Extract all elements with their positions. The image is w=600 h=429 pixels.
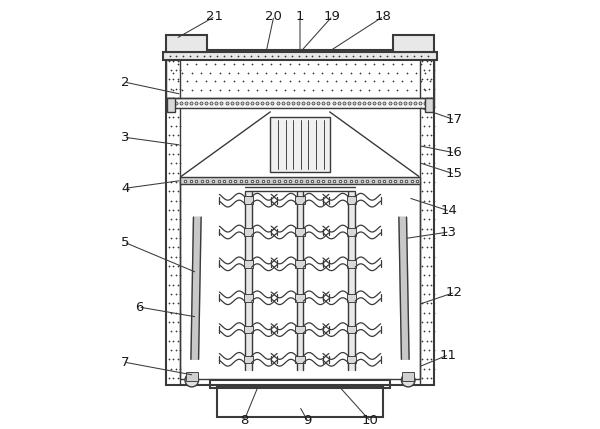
Text: 9: 9 xyxy=(304,414,312,427)
Bar xyxy=(244,228,253,236)
Bar xyxy=(347,260,356,268)
Text: 13: 13 xyxy=(440,226,457,239)
Text: 20: 20 xyxy=(265,10,282,23)
Bar xyxy=(163,52,437,60)
Bar xyxy=(394,36,434,52)
Bar xyxy=(347,228,356,236)
Bar xyxy=(244,356,253,363)
Text: 4: 4 xyxy=(121,182,130,195)
Text: 7: 7 xyxy=(121,356,130,369)
Circle shape xyxy=(185,373,199,387)
Text: 17: 17 xyxy=(445,113,462,126)
Text: 16: 16 xyxy=(445,146,462,159)
Bar xyxy=(270,117,330,172)
Bar xyxy=(244,196,253,204)
Bar xyxy=(186,372,198,381)
Text: 21: 21 xyxy=(206,10,223,23)
Text: 10: 10 xyxy=(362,414,379,427)
Bar xyxy=(181,177,419,184)
Polygon shape xyxy=(245,192,251,370)
Bar xyxy=(167,98,175,112)
Text: 5: 5 xyxy=(121,236,130,249)
Bar xyxy=(347,196,356,204)
Bar xyxy=(295,356,305,363)
Bar xyxy=(166,36,206,52)
Text: 2: 2 xyxy=(121,76,130,89)
Polygon shape xyxy=(399,217,409,360)
Polygon shape xyxy=(191,217,201,360)
Circle shape xyxy=(401,373,415,387)
Bar xyxy=(209,380,391,388)
Bar xyxy=(244,326,253,333)
Bar xyxy=(295,260,305,268)
Text: 14: 14 xyxy=(440,204,457,217)
Polygon shape xyxy=(296,192,304,370)
Bar xyxy=(295,196,305,204)
Bar xyxy=(166,52,434,98)
Text: 3: 3 xyxy=(121,131,130,144)
Bar xyxy=(425,98,433,112)
Text: 6: 6 xyxy=(136,301,144,314)
Bar xyxy=(244,294,253,302)
Bar xyxy=(217,386,383,417)
Text: 11: 11 xyxy=(439,349,456,362)
Text: 12: 12 xyxy=(445,286,462,299)
Bar xyxy=(347,356,356,363)
Text: 19: 19 xyxy=(323,10,340,23)
Bar xyxy=(166,98,434,108)
Polygon shape xyxy=(349,192,355,370)
Bar xyxy=(181,183,419,379)
Text: 15: 15 xyxy=(445,167,462,180)
Bar xyxy=(295,294,305,302)
Bar xyxy=(347,294,356,302)
Bar xyxy=(244,260,253,268)
Bar xyxy=(347,326,356,333)
Bar xyxy=(402,372,414,381)
Bar xyxy=(295,326,305,333)
Text: 18: 18 xyxy=(374,10,391,23)
Text: 1: 1 xyxy=(296,10,304,23)
Bar xyxy=(166,49,434,385)
Bar xyxy=(295,228,305,236)
Text: 8: 8 xyxy=(240,414,248,427)
